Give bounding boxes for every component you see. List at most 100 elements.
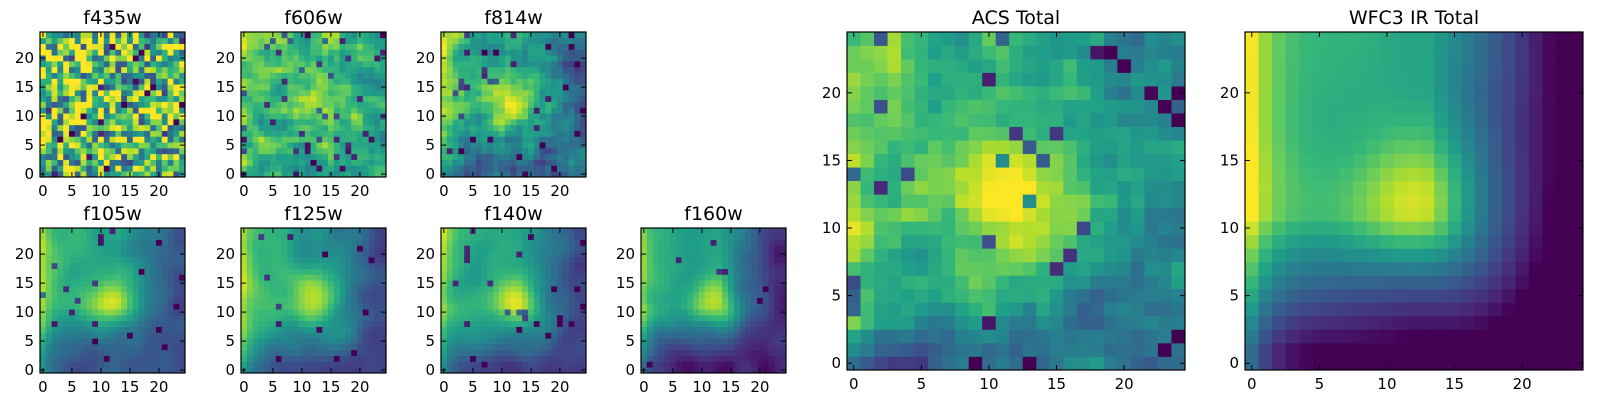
heatmap-cell	[914, 329, 929, 344]
heatmap-cell	[86, 66, 93, 73]
heatmap-cell	[941, 153, 956, 168]
heatmap-cell	[80, 228, 87, 235]
heatmap-cell	[704, 257, 711, 264]
heatmap-cell	[928, 342, 942, 357]
heatmap-cell	[481, 349, 488, 356]
heatmap-cell	[580, 66, 587, 73]
heatmap-cell	[299, 257, 306, 264]
heatmap-cell	[475, 37, 482, 44]
heatmap-cell	[499, 101, 506, 108]
heatmap-cell	[687, 361, 694, 368]
heatmap-cell	[45, 130, 52, 137]
heatmap-cell	[328, 72, 335, 79]
heatmap-cell	[545, 228, 552, 235]
heatmap-cell	[275, 286, 282, 293]
heatmap-cell	[362, 101, 369, 108]
heatmap-cell	[362, 119, 369, 126]
heatmap-cell	[704, 338, 711, 345]
heatmap-cell	[458, 153, 465, 160]
heatmap-cell	[574, 257, 581, 264]
heatmap-cell	[167, 233, 174, 240]
heatmap-cell	[481, 291, 488, 298]
heatmap-cell	[345, 171, 352, 178]
heatmap-cell	[574, 228, 581, 235]
heatmap-cell	[281, 78, 288, 85]
heatmap-cell	[121, 262, 128, 269]
heatmap-cell	[109, 55, 116, 62]
heatmap-cell	[109, 101, 116, 108]
heatmap-cell	[693, 280, 700, 287]
heatmap-cell	[522, 66, 529, 73]
heatmap-cell	[739, 349, 746, 356]
heatmap-cell	[156, 332, 163, 339]
heatmap-cell	[464, 297, 471, 304]
heatmap-cell	[316, 338, 323, 345]
heatmap-cell	[1022, 315, 1037, 330]
heatmap-cell	[328, 309, 335, 316]
heatmap-cell	[45, 136, 52, 143]
heatmap-cell	[51, 361, 58, 368]
heatmap-cell	[768, 228, 775, 235]
heatmap-cell	[92, 303, 99, 310]
heatmap-cell	[481, 159, 488, 166]
heatmap-cell	[646, 280, 653, 287]
heatmap-cell	[568, 61, 575, 68]
heatmap-cell	[115, 49, 122, 56]
heatmap-cell	[86, 43, 93, 50]
heatmap-cell	[258, 49, 265, 56]
heatmap-cell	[780, 274, 787, 281]
heatmap-cell	[287, 349, 294, 356]
heatmap-cell	[675, 361, 682, 368]
heatmap-cell	[322, 159, 329, 166]
heatmap-cell	[762, 367, 769, 374]
heatmap-cell	[357, 268, 364, 275]
heatmap-cell	[304, 136, 311, 143]
heatmap-cell	[545, 361, 552, 368]
heatmap-cell	[293, 367, 300, 374]
heatmap-cell	[580, 165, 587, 172]
heatmap-cell	[63, 90, 70, 97]
heatmap-cell	[487, 291, 494, 298]
heatmap-cell	[658, 245, 665, 252]
heatmap-cell	[464, 61, 471, 68]
heatmap-cell	[304, 95, 311, 102]
heatmap-cell	[40, 315, 47, 322]
heatmap-cell	[458, 320, 465, 327]
heatmap-cell	[733, 286, 740, 293]
heatmap-cell	[258, 43, 265, 50]
heatmap-cell	[452, 361, 459, 368]
heatmap-cell	[345, 239, 352, 246]
heatmap-cell	[246, 153, 253, 160]
heatmap-cell	[941, 275, 956, 290]
heatmap-cell	[103, 124, 110, 131]
heatmap-cell	[774, 338, 781, 345]
heatmap-cell	[86, 326, 93, 333]
heatmap-cell	[328, 142, 335, 149]
heatmap-cell	[1130, 356, 1145, 371]
heatmap-cell	[487, 101, 494, 108]
heatmap-cell	[1130, 275, 1145, 290]
heatmap-cell	[45, 251, 52, 258]
heatmap-cell	[69, 280, 76, 287]
heatmap-cell	[528, 280, 535, 287]
heatmap-cell	[161, 107, 168, 114]
heatmap-cell	[57, 171, 64, 178]
heatmap-cell	[287, 303, 294, 310]
heatmap-cell	[446, 338, 453, 345]
heatmap-cell	[57, 90, 64, 97]
heatmap-cell	[69, 37, 76, 44]
heatmap-cell	[109, 72, 116, 79]
heatmap-cell	[545, 309, 552, 316]
heatmap-cell	[539, 268, 546, 275]
heatmap-cell	[757, 251, 764, 258]
heatmap-cell	[968, 234, 983, 249]
heatmap-cell	[374, 165, 381, 172]
heatmap-cell	[357, 61, 364, 68]
heatmap-cell	[127, 165, 134, 172]
heatmap-cell	[281, 113, 288, 120]
heatmap-cell	[452, 130, 459, 137]
heatmap-cell	[745, 233, 752, 240]
heatmap-cell	[441, 361, 448, 368]
heatmap-cell	[45, 332, 52, 339]
heatmap-cell	[304, 153, 311, 160]
